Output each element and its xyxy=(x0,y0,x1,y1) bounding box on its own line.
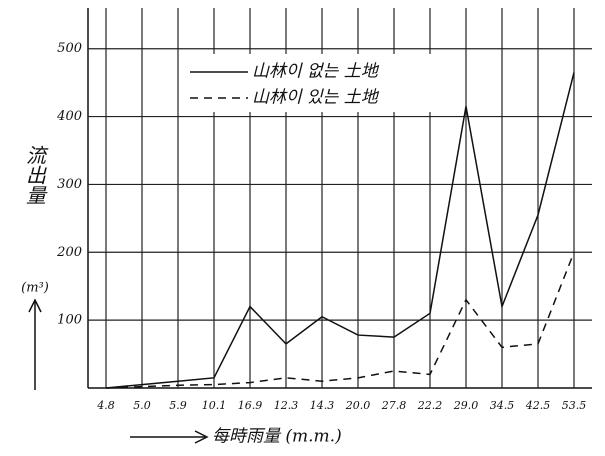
x-tick-label: 14.3 xyxy=(310,399,335,412)
x-tick-label: 22.2 xyxy=(417,399,443,412)
y-tick-label: 200 xyxy=(56,245,82,260)
y-axis-label: 流出量 xyxy=(23,145,47,205)
x-tick-label: 53.5 xyxy=(562,399,587,412)
x-tick-label: 10.1 xyxy=(202,399,227,412)
x-tick-label: 4.8 xyxy=(96,399,115,412)
x-tick-label: 20.0 xyxy=(345,399,371,412)
x-tick-label: 29.0 xyxy=(453,399,479,412)
series-line xyxy=(106,72,574,388)
y-tick-label: 400 xyxy=(56,109,82,124)
legend-label: 山林이 있는 土地 xyxy=(252,88,380,108)
x-tick-label: 12.3 xyxy=(274,399,299,412)
x-tick-label: 34.5 xyxy=(490,399,515,412)
y-tick-label: 100 xyxy=(57,313,82,328)
y-tick-label: 300 xyxy=(57,177,82,192)
legend-label: 山林이 없는 土地 xyxy=(252,62,380,82)
y-axis-unit: (m³) xyxy=(21,281,49,296)
x-tick-label: 42.5 xyxy=(525,399,551,412)
chart: 流出量 (m³) 每時雨量 (m.m.) 100 200 300 400 500 4.8 5… xyxy=(0,0,605,452)
x-tick-label: 5.0 xyxy=(133,399,151,412)
x-tick-label: 27.8 xyxy=(381,399,407,412)
x-tick-label: 5.9 xyxy=(169,399,187,412)
y-tick-label: 500 xyxy=(57,41,82,56)
x-tick-label: 16.9 xyxy=(238,399,263,412)
x-axis-label: 每時雨量 (m.m.) xyxy=(212,427,342,447)
